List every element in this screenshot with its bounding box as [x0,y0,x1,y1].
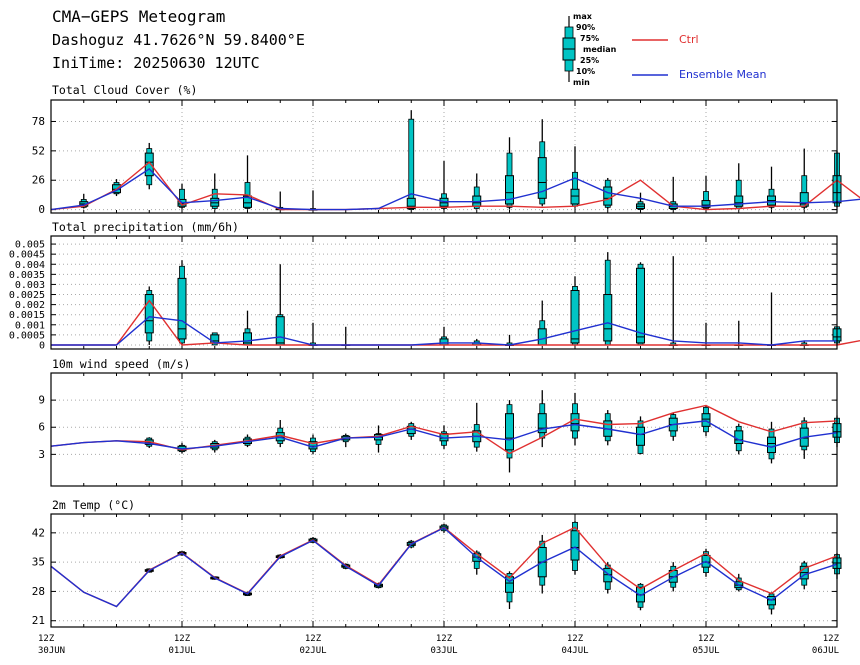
x-tick-label-time: 12Z [174,634,191,644]
panel-title-cloud: Total Cloud Cover (%) [52,83,198,97]
box-outer [179,188,185,208]
box-outer [801,175,808,208]
x-tick-label-time: 12Z [698,634,715,644]
legend-box-label: median [583,45,617,54]
box-iqr [177,277,187,340]
mean-line [51,315,837,346]
legend-box-label: min [573,78,590,87]
box-iqr [144,294,154,334]
box-iqr [406,197,416,209]
box-iqr [537,157,547,199]
x-tick-label-time: 12Z [436,634,453,644]
box-outer [703,191,709,209]
y-tick-label: 0.0025 [9,290,45,301]
box-iqr [144,152,154,177]
legend-box-label: 90% [576,23,595,32]
y-tick-label: 0.003 [15,280,45,291]
box-iqr [505,576,514,593]
y-tick-label: 0.004 [15,260,45,271]
box-iqr [570,188,580,205]
y-tick-label: 3 [38,448,45,461]
box-iqr [767,436,776,454]
mean-line [50,526,838,608]
x-tick-label-date: 02JUL [299,646,326,656]
x-tick-label-date: 03JUL [430,646,457,656]
box-iqr [505,175,514,205]
legend-box-label: 10% [576,67,595,76]
panel-title-precip: Total precipitation (mm/6h) [52,220,239,234]
box-iqr [537,413,547,434]
y-tick-label: 0 [38,203,45,216]
y-tick-label: 78 [32,115,45,128]
ctrl-line [50,161,860,211]
init-time-label: IniTime: 20250630 12UTC [52,54,260,72]
y-tick-label: 0.005 [15,240,45,251]
plot-frame [50,235,838,350]
y-tick-label: 26 [32,174,45,187]
ctrl-line [50,404,838,455]
box-iqr [505,413,514,451]
panel-title-temp: 2m Temp (°C) [52,498,136,512]
box-iqr [275,316,285,346]
ctrl-line [51,299,860,346]
box-iqr [636,426,645,446]
box-iqr [734,195,744,207]
y-tick-label: 6 [38,421,45,434]
y-tick-label: 35 [32,556,45,569]
y-tick-label: 21 [32,614,45,627]
x-tick-label-date: 05JUL [692,646,719,656]
panel-title-wind: 10m wind speed (m/s) [52,357,191,371]
y-tick-label: 9 [38,394,45,407]
box-iqr [210,197,220,207]
y-tick-label: 0.0015 [9,310,45,321]
y-tick-label: 52 [32,144,45,157]
y-tick-label: 0.0035 [9,270,45,281]
box-iqr [570,289,580,344]
x-tick-label-time: 12Z [567,634,584,644]
box-iqr [603,186,613,206]
x-tick-label-date: 06JUL [812,646,839,656]
box-iqr [243,195,252,208]
box-iqr [734,430,744,445]
legend-box-label: 25% [580,56,599,65]
box-iqr [439,338,449,346]
y-tick-label: 0.001 [15,320,45,331]
mean-line [50,167,860,211]
box-iqr [701,200,711,208]
legend-ctrl-label: Ctrl [679,33,699,46]
x-tick-label-date: 30JUN [38,646,65,656]
box-iqr [570,530,580,561]
x-tick-label-time: 12Z [305,634,322,644]
plot-frame [50,99,838,214]
box-iqr [570,413,580,432]
legend-mean-label: Ensemble Mean [679,68,767,81]
box-outer [408,118,415,211]
box-iqr [603,294,613,342]
y-tick-label: 0 [39,340,45,351]
legend-box-label: 75% [580,34,599,43]
legend-box-label: max [573,12,593,21]
box-iqr [537,328,547,346]
mean-line [50,420,838,450]
box-iqr [636,267,645,344]
y-tick-label: 28 [32,585,45,598]
y-tick-label: 42 [32,526,45,539]
location-label: Dashoguz 41.7626°N 59.8400°E [52,31,305,49]
y-tick-label: 0.002 [15,300,45,311]
plot-frame [50,513,838,628]
y-tick-label: 0.0045 [9,250,45,261]
chart-title: CMA−GEPS Meteogram [52,7,226,26]
x-tick-label-date: 04JUL [561,646,588,656]
y-tick-label: 0.0005 [9,330,45,341]
x-tick-label-time: 12Z [823,634,840,644]
x-tick-label-time: 12Z [38,634,55,644]
box-iqr [701,413,711,427]
plot-frame [50,372,838,487]
x-tick-label-date: 01JUL [168,646,195,656]
